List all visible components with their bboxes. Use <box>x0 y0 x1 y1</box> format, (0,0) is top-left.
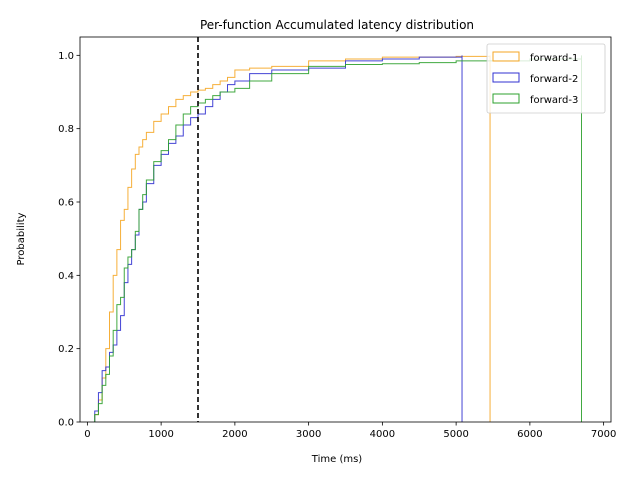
y-tick-label: 0.6 <box>58 198 74 209</box>
x-axis-label: Time (ms) <box>311 454 363 465</box>
x-tick-label: 5000 <box>443 429 468 440</box>
y-tick-label: 1.0 <box>58 51 74 62</box>
x-tick-label: 3000 <box>296 429 321 440</box>
legend-label-forward-2: forward-2 <box>530 74 578 85</box>
y-tick-label: 0.2 <box>58 344 74 355</box>
chart-title: Per-function Accumulated latency distrib… <box>200 18 474 32</box>
x-tick-label: 2000 <box>222 429 247 440</box>
legend-swatch-forward-2 <box>492 72 520 83</box>
legend-swatch-forward-3 <box>492 93 520 104</box>
y-tick-label: 0.4 <box>58 271 74 282</box>
y-tick-label: 0.0 <box>58 418 74 429</box>
legend: forward-1 forward-2 forward-3 <box>486 43 606 114</box>
legend-label-forward-1: forward-1 <box>530 53 578 64</box>
x-tick-label: 6000 <box>517 429 542 440</box>
y-tick-label: 0.8 <box>58 124 74 135</box>
legend-label-forward-3: forward-3 <box>530 95 578 106</box>
y-axis-label: Probability <box>16 212 27 265</box>
x-tick-label: 7000 <box>591 429 616 440</box>
x-tick-label: 0 <box>84 429 90 440</box>
plot-area: 0 1000 2000 3000 4000 5000 6000 7000 0.0 0.2 0.4 0.… <box>58 36 616 440</box>
legend-swatch-forward-1 <box>492 51 520 62</box>
x-tick-label: 4000 <box>370 429 395 440</box>
series-line-forward-3 <box>94 55 582 422</box>
axes-frame <box>79 36 612 423</box>
series-line-forward-2 <box>94 55 463 422</box>
x-tick-label: 1000 <box>148 429 173 440</box>
series-line-forward-1 <box>94 55 491 422</box>
